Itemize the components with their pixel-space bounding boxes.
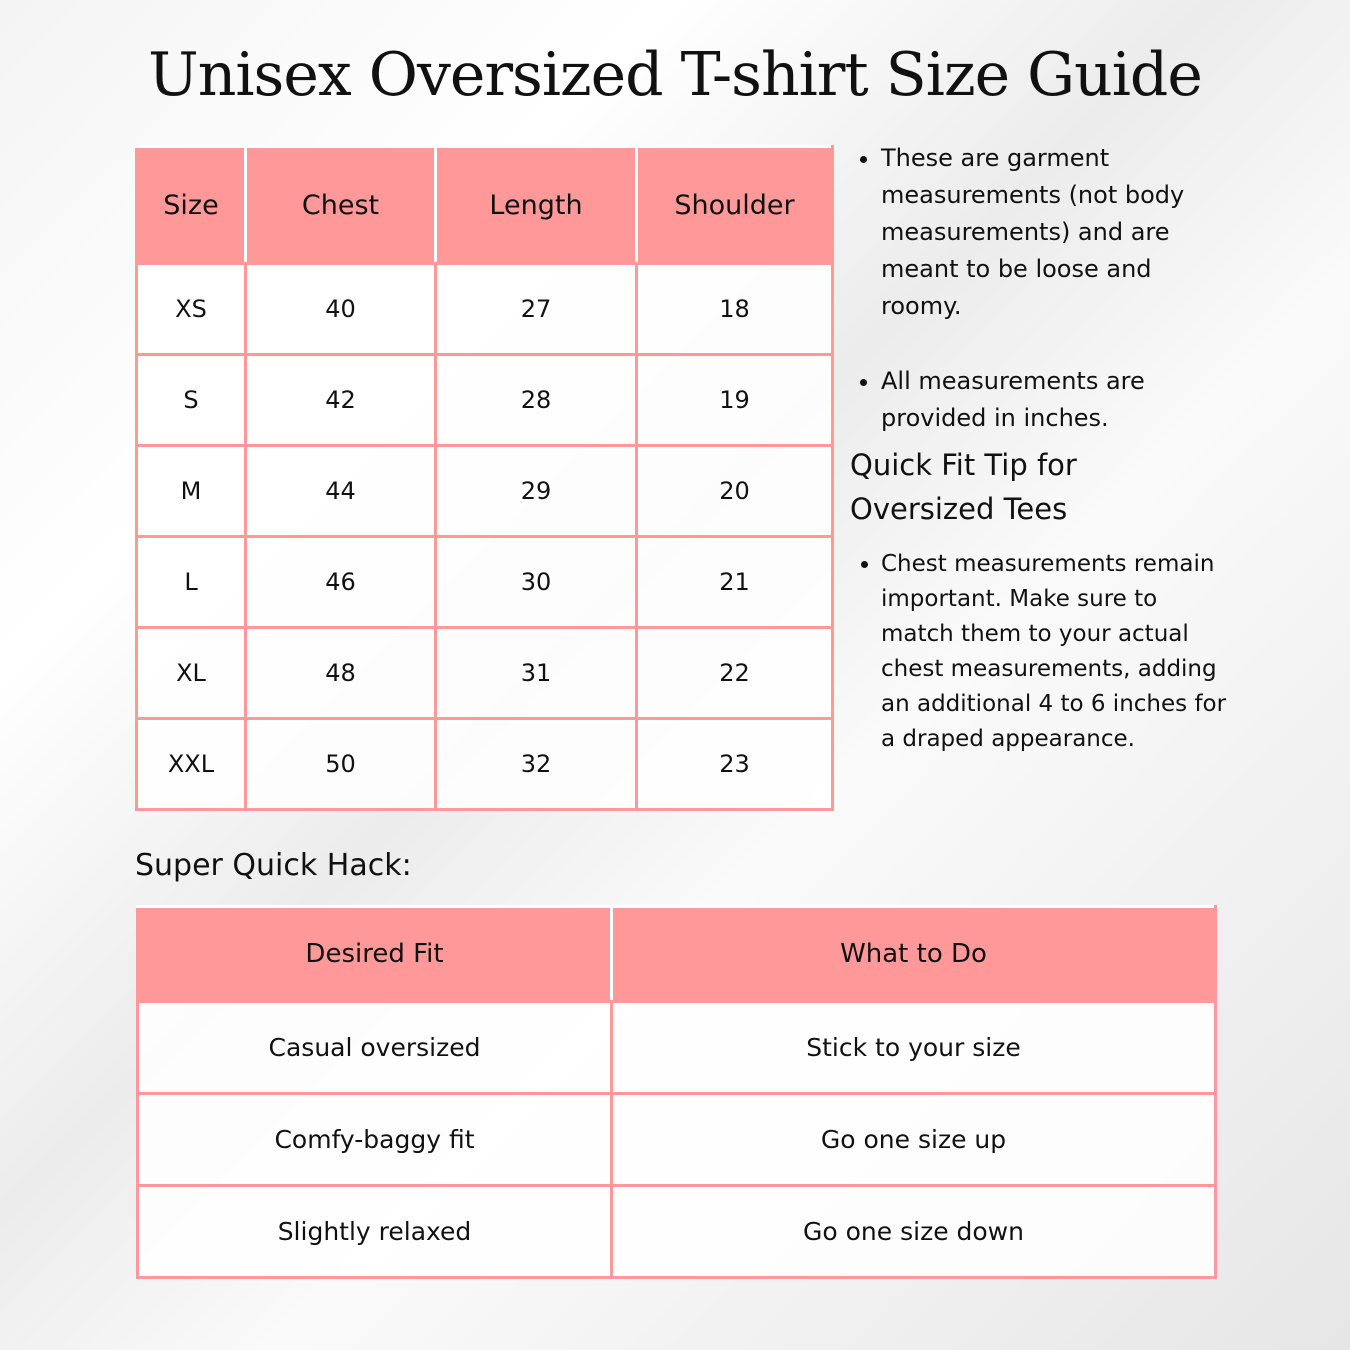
table-cell: 27 (434, 262, 638, 356)
header-cell: Size (135, 145, 247, 265)
table-cell: 28 (434, 353, 638, 447)
table-row: Slightly relaxed Go one size down (136, 1184, 1217, 1279)
table-row: L 46 30 21 (135, 535, 834, 629)
table-cell: L (135, 535, 247, 629)
table-header-row: Size Chest Length Shoulder (135, 145, 834, 265)
table-cell: 18 (635, 262, 834, 356)
note-item: These are garment measurements (not body… (881, 140, 1230, 325)
table-cell: Casual oversized (136, 1000, 613, 1095)
tip-heading: Quick Fit Tip for Oversized Tees (850, 448, 1077, 526)
table-cell: Stick to your size (610, 1000, 1217, 1095)
table-row: XXL 50 32 23 (135, 717, 834, 811)
table-row: Comfy-baggy fit Go one size up (136, 1092, 1217, 1187)
notes-panel: These are garment measurements (not body… (850, 140, 1230, 795)
table-cell: XS (135, 262, 247, 356)
table-cell: 32 (434, 717, 638, 811)
table-cell: 50 (244, 717, 437, 811)
table-cell: 44 (244, 444, 437, 538)
table-cell: 20 (635, 444, 834, 538)
header-cell: Chest (244, 145, 437, 265)
table-cell: 48 (244, 626, 437, 720)
table-header-row: Desired Fit What to Do (136, 905, 1217, 1003)
table-cell: XL (135, 626, 247, 720)
table-cell: 21 (635, 535, 834, 629)
table-cell: Comfy-baggy fit (136, 1092, 613, 1187)
tip-text: Chest measurements remain important. Mak… (881, 547, 1230, 757)
table-cell: Go one size down (610, 1184, 1217, 1279)
table-row: M 44 29 20 (135, 444, 834, 538)
header-cell: Desired Fit (136, 905, 613, 1003)
table-cell: 30 (434, 535, 638, 629)
table-cell: M (135, 444, 247, 538)
table-cell: XXL (135, 717, 247, 811)
table-cell: 19 (635, 353, 834, 447)
size-table: Size Chest Length Shoulder XS 40 27 18 S 42 28… (135, 145, 834, 811)
table-cell: 23 (635, 717, 834, 811)
table-cell: 40 (244, 262, 437, 356)
table-cell: 29 (434, 444, 638, 538)
table-cell: 46 (244, 535, 437, 629)
hack-heading: Super Quick Hack: (135, 848, 412, 883)
table-row: XL 48 31 22 (135, 626, 834, 720)
table-row: Casual oversized Stick to your size (136, 1000, 1217, 1095)
header-cell: Length (434, 145, 638, 265)
header-cell: Shoulder (635, 145, 834, 265)
header-cell: What to Do (610, 905, 1217, 1003)
table-cell: 31 (434, 626, 638, 720)
table-row: S 42 28 19 (135, 353, 834, 447)
table-cell: 22 (635, 626, 834, 720)
note-item: All measurements are provided in inches. (881, 363, 1230, 437)
table-cell: S (135, 353, 247, 447)
page-title: Unisex Oversized T-shirt Size Guide (148, 40, 1203, 110)
table-cell: Slightly relaxed (136, 1184, 613, 1279)
table-cell: 42 (244, 353, 437, 447)
table-row: XS 40 27 18 (135, 262, 834, 356)
table-cell: Go one size up (610, 1092, 1217, 1187)
fit-table: Desired Fit What to Do Casual oversized S… (136, 905, 1217, 1279)
